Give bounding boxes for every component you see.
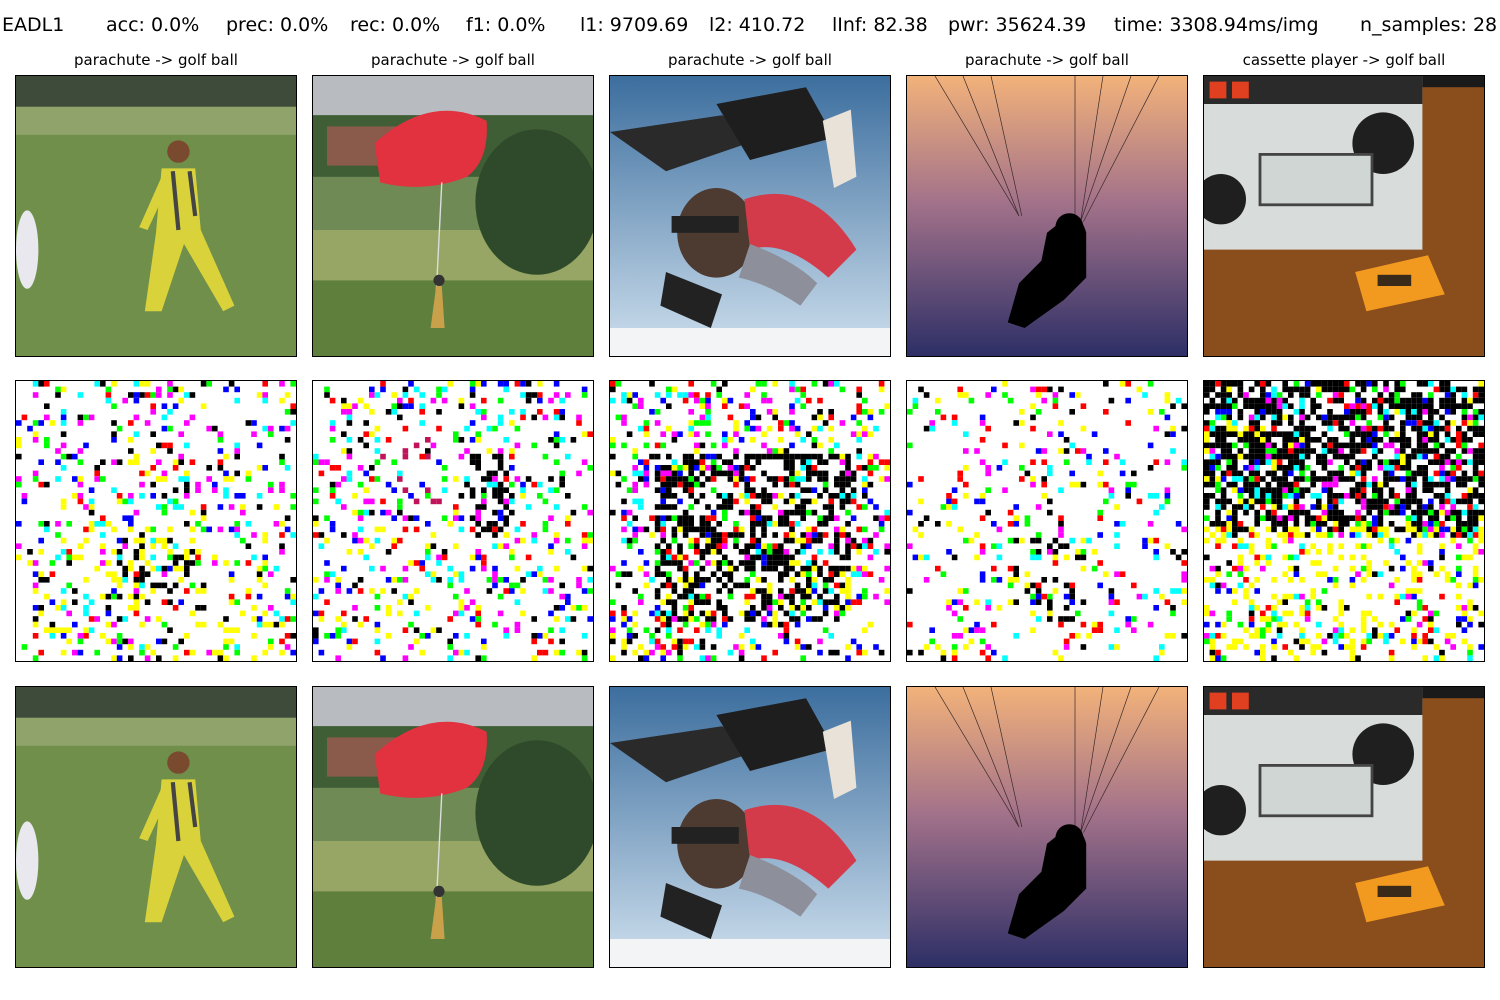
l2-metric: l2: 410.72 bbox=[709, 14, 806, 36]
caption-column-5: cassette player -> golf ball bbox=[1242, 51, 1446, 69]
perturbation-map-5 bbox=[1203, 380, 1485, 662]
caption-column-3: parachute -> golf ball bbox=[668, 51, 832, 69]
prec-metric: prec: 0.0% bbox=[226, 14, 329, 36]
original-image-2 bbox=[312, 75, 594, 357]
adversarial-image-5 bbox=[1203, 686, 1485, 968]
perturbation-map-4 bbox=[906, 380, 1188, 662]
rec-metric: rec: 0.0% bbox=[350, 14, 441, 36]
method-name: EADL1 bbox=[2, 14, 65, 36]
perturbation-map-3 bbox=[609, 380, 891, 662]
metrics-header: EADL1 acc: 0.0% prec: 0.0% rec: 0.0% f1:… bbox=[0, 14, 1500, 44]
adversarial-image-3 bbox=[609, 686, 891, 968]
adversarial-image-4 bbox=[906, 686, 1188, 968]
original-image-3 bbox=[609, 75, 891, 357]
f1-metric: f1: 0.0% bbox=[466, 14, 546, 36]
original-image-5 bbox=[1203, 75, 1485, 357]
perturbation-map-2 bbox=[312, 380, 594, 662]
original-image-1 bbox=[15, 75, 297, 357]
adversarial-image-1 bbox=[15, 686, 297, 968]
caption-column-4: parachute -> golf ball bbox=[965, 51, 1129, 69]
adversarial-image-2 bbox=[312, 686, 594, 968]
l1-metric: l1: 9709.69 bbox=[580, 14, 689, 36]
original-image-4 bbox=[906, 75, 1188, 357]
time-metric: time: 3308.94ms/img bbox=[1114, 14, 1319, 36]
acc-metric: acc: 0.0% bbox=[106, 14, 200, 36]
caption-column-1: parachute -> golf ball bbox=[74, 51, 238, 69]
pwr-metric: pwr: 35624.39 bbox=[948, 14, 1087, 36]
perturbation-map-1 bbox=[15, 380, 297, 662]
n-samples-metric: n_samples: 28 bbox=[1360, 14, 1498, 36]
caption-column-2: parachute -> golf ball bbox=[371, 51, 535, 69]
linf-metric: lInf: 82.38 bbox=[832, 14, 928, 36]
